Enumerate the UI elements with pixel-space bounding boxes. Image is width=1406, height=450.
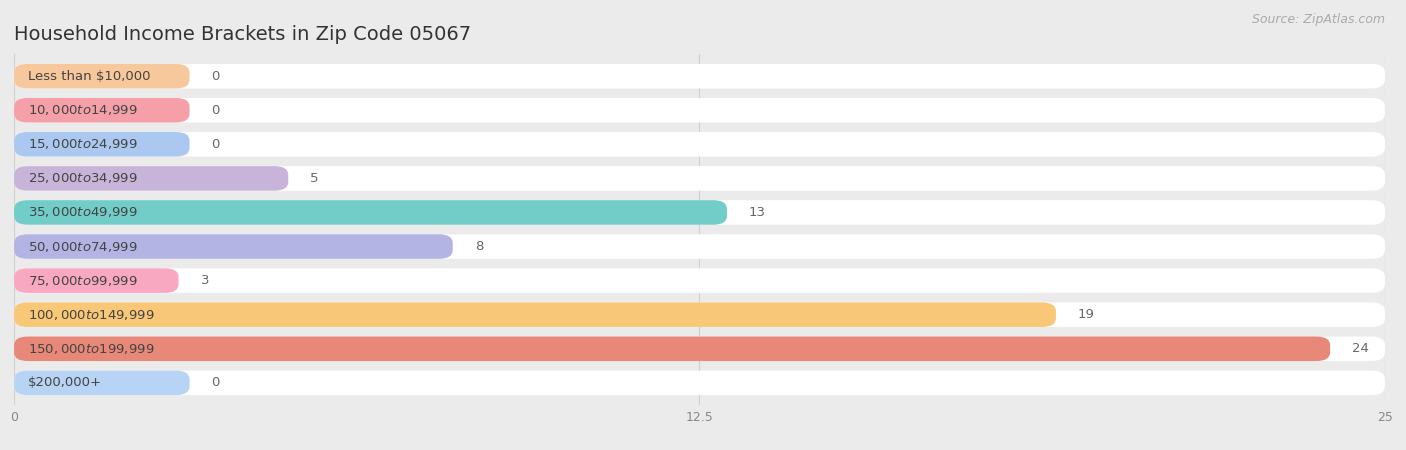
FancyBboxPatch shape: [14, 337, 1330, 361]
FancyBboxPatch shape: [14, 234, 453, 259]
Text: 13: 13: [749, 206, 766, 219]
FancyBboxPatch shape: [14, 98, 190, 122]
Text: $200,000+: $200,000+: [28, 376, 101, 389]
FancyBboxPatch shape: [14, 64, 190, 88]
Text: Source: ZipAtlas.com: Source: ZipAtlas.com: [1251, 14, 1385, 27]
FancyBboxPatch shape: [14, 132, 1385, 157]
FancyBboxPatch shape: [14, 302, 1056, 327]
Text: Less than $10,000: Less than $10,000: [28, 70, 150, 83]
Text: 3: 3: [201, 274, 209, 287]
Text: 0: 0: [211, 138, 219, 151]
Text: $150,000 to $199,999: $150,000 to $199,999: [28, 342, 155, 356]
FancyBboxPatch shape: [14, 302, 1385, 327]
FancyBboxPatch shape: [14, 166, 288, 191]
FancyBboxPatch shape: [14, 268, 179, 293]
Text: 19: 19: [1078, 308, 1095, 321]
Text: 24: 24: [1353, 342, 1369, 355]
Text: $35,000 to $49,999: $35,000 to $49,999: [28, 206, 138, 220]
Text: $50,000 to $74,999: $50,000 to $74,999: [28, 239, 138, 253]
Text: 8: 8: [475, 240, 484, 253]
FancyBboxPatch shape: [14, 371, 190, 395]
Text: 0: 0: [211, 104, 219, 117]
Text: Household Income Brackets in Zip Code 05067: Household Income Brackets in Zip Code 05…: [14, 25, 471, 44]
FancyBboxPatch shape: [14, 371, 1385, 395]
FancyBboxPatch shape: [14, 234, 1385, 259]
FancyBboxPatch shape: [14, 98, 1385, 122]
Text: $100,000 to $149,999: $100,000 to $149,999: [28, 308, 155, 322]
FancyBboxPatch shape: [14, 64, 1385, 88]
Text: $15,000 to $24,999: $15,000 to $24,999: [28, 137, 138, 151]
FancyBboxPatch shape: [14, 132, 190, 157]
FancyBboxPatch shape: [14, 166, 1385, 191]
Text: $10,000 to $14,999: $10,000 to $14,999: [28, 103, 138, 117]
Text: 5: 5: [311, 172, 319, 185]
Text: 0: 0: [211, 70, 219, 83]
Text: $25,000 to $34,999: $25,000 to $34,999: [28, 171, 138, 185]
FancyBboxPatch shape: [14, 337, 1385, 361]
FancyBboxPatch shape: [14, 200, 727, 225]
Text: 0: 0: [211, 376, 219, 389]
Text: $75,000 to $99,999: $75,000 to $99,999: [28, 274, 138, 288]
FancyBboxPatch shape: [14, 200, 1385, 225]
FancyBboxPatch shape: [14, 268, 1385, 293]
